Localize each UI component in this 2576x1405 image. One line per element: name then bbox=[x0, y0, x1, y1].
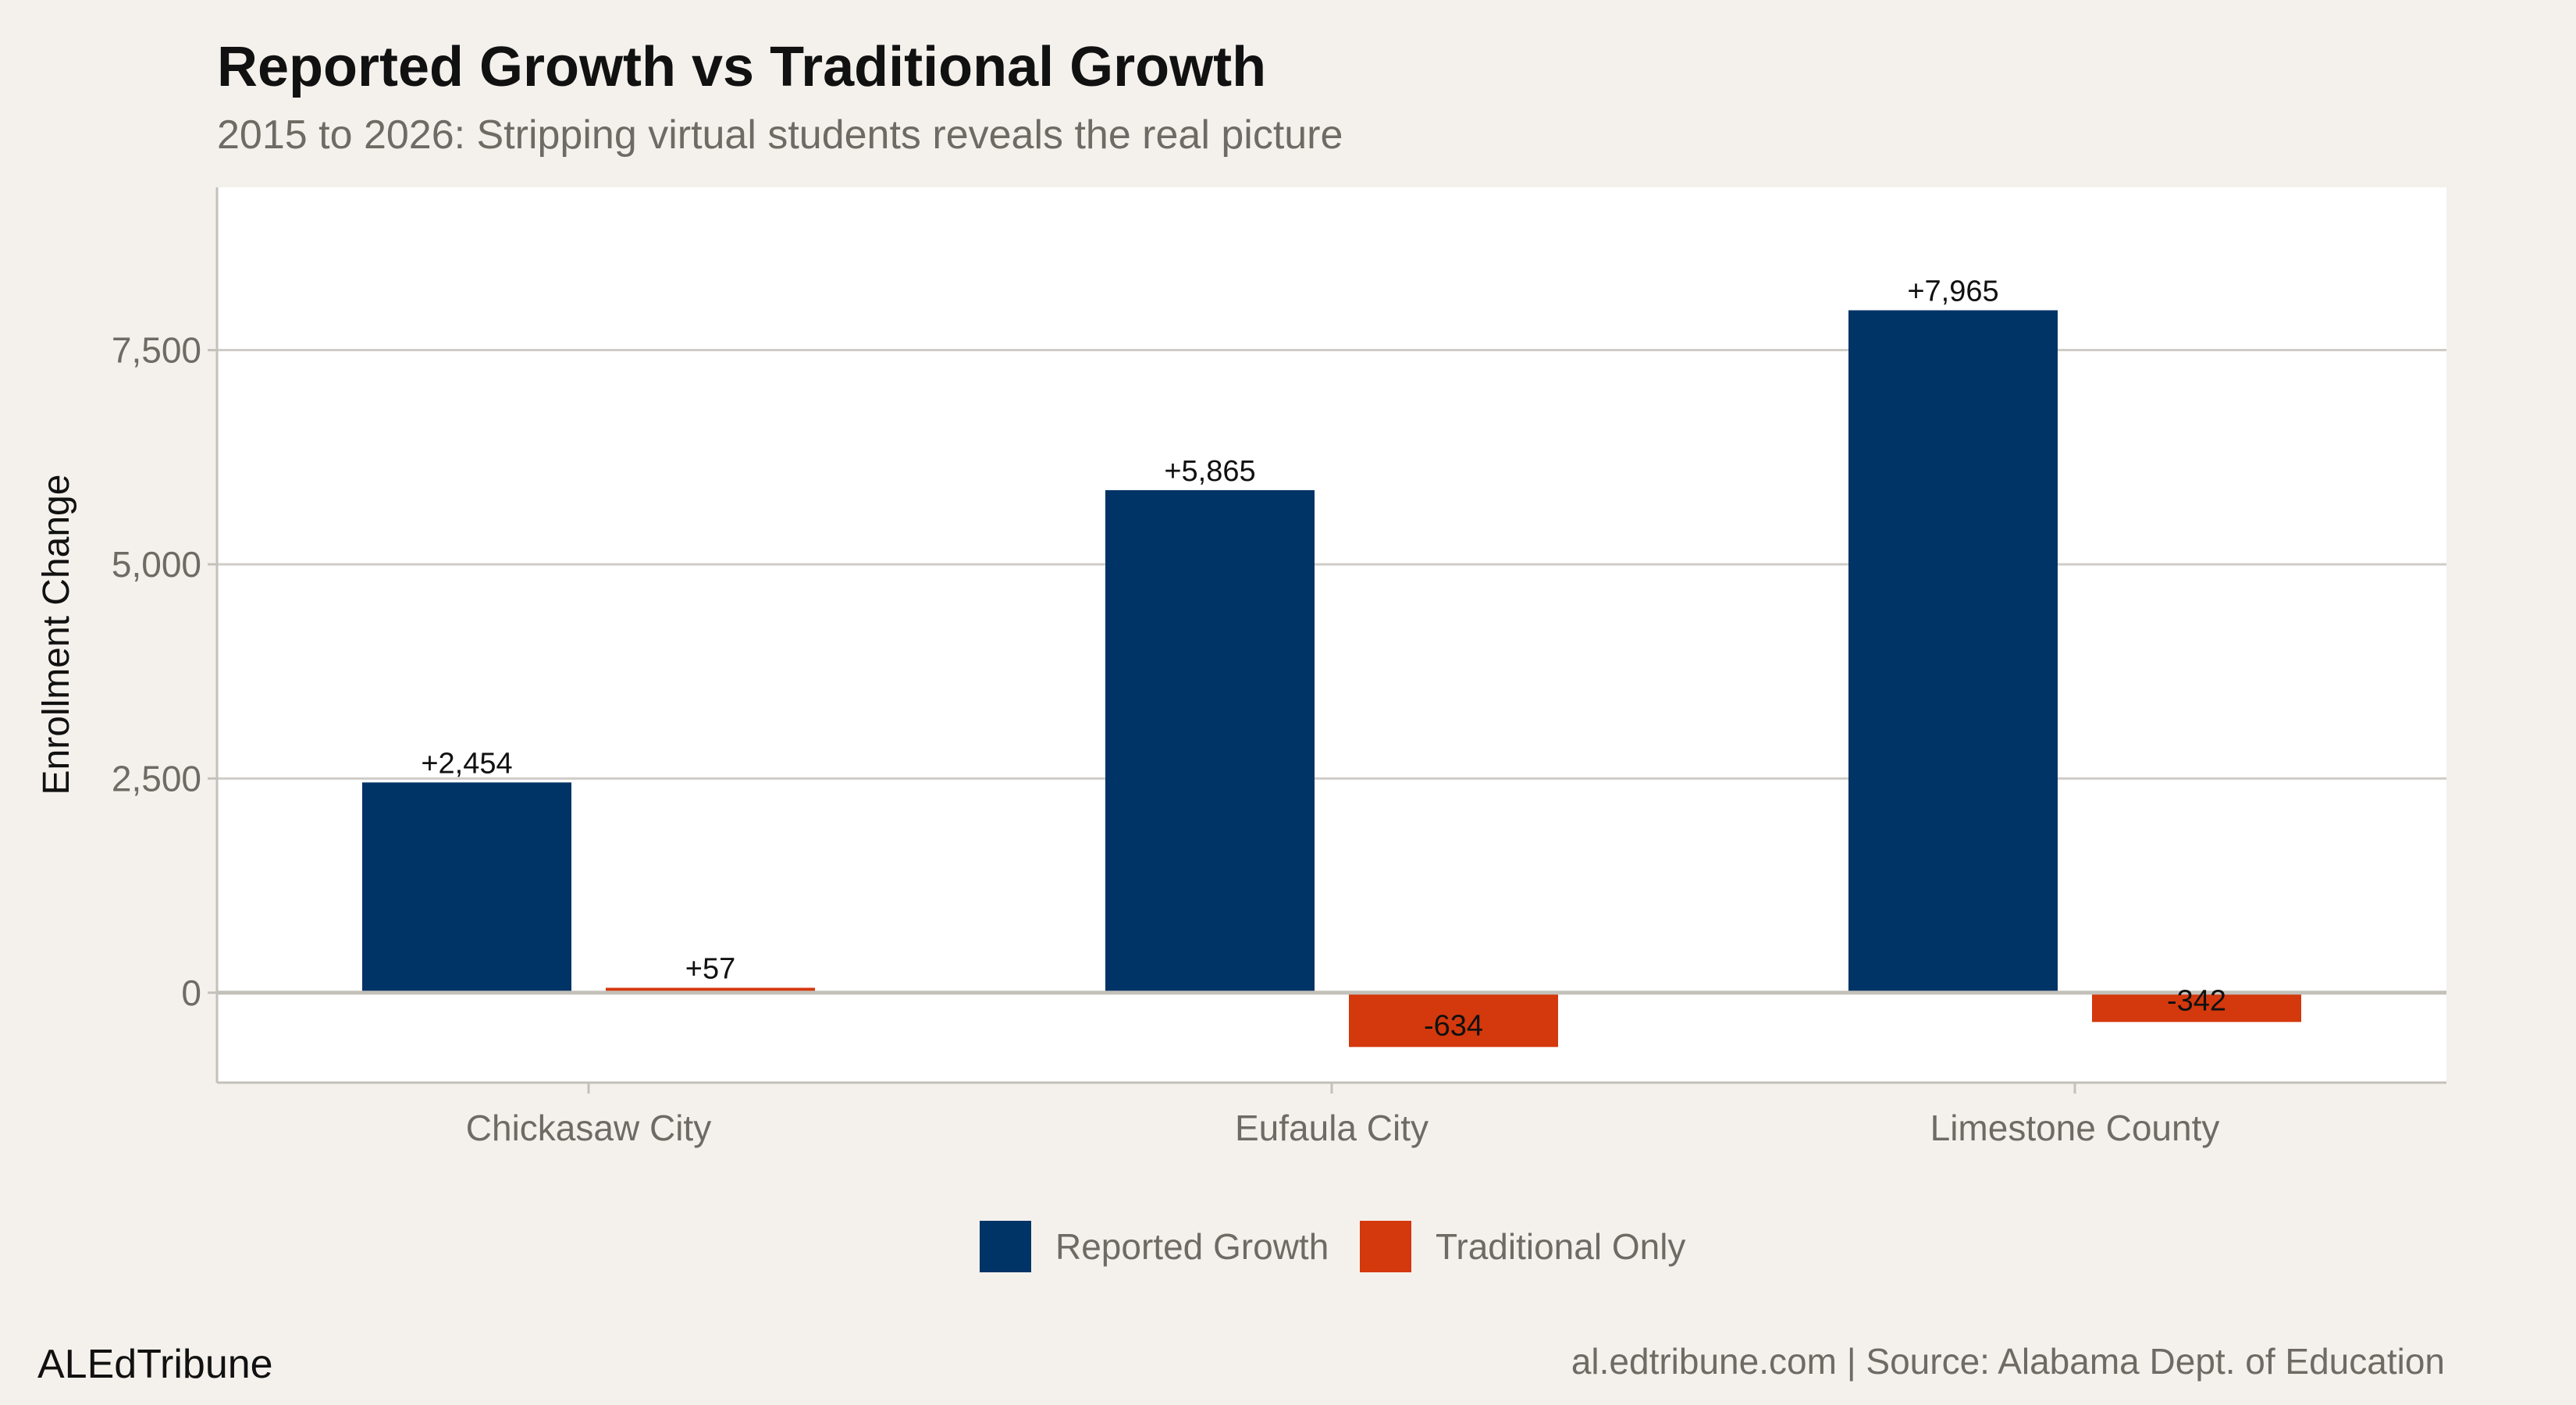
x-tick-label: Limestone County bbox=[1930, 1108, 2220, 1148]
chart-subtitle: 2015 to 2026: Stripping virtual students… bbox=[217, 112, 1343, 158]
bars bbox=[362, 310, 2301, 1048]
brand-name: ALEdTribune bbox=[37, 1342, 273, 1387]
y-tick-label: 2,500 bbox=[112, 758, 201, 799]
y-tick-label: 5,000 bbox=[112, 544, 201, 585]
bar bbox=[362, 782, 571, 993]
data-label: -634 bbox=[1424, 1009, 1483, 1042]
y-axis-ticks: 0 2,500 5,000 7,500 bbox=[112, 330, 217, 1013]
grid-lines bbox=[217, 349, 2446, 780]
bar bbox=[1349, 992, 1558, 1048]
bar bbox=[1848, 310, 2058, 993]
chart-title: Reported Growth vs Traditional Growth bbox=[217, 36, 1266, 98]
legend: Reported Growth Traditional Only bbox=[980, 1221, 1685, 1272]
y-tick-label: 0 bbox=[181, 973, 201, 1013]
data-label: +57 bbox=[685, 952, 735, 985]
legend-swatch bbox=[980, 1221, 1031, 1272]
data-label: -342 bbox=[2167, 984, 2226, 1017]
data-label: +7,965 bbox=[1907, 276, 1998, 308]
source-note: al.edtribune.com | Source: Alabama Dept.… bbox=[1571, 1341, 2445, 1382]
y-axis-label: Enrollment Change bbox=[36, 475, 77, 795]
legend-label: Traditional Only bbox=[1436, 1226, 1685, 1267]
plot-panel bbox=[217, 187, 2446, 1083]
data-label: +2,454 bbox=[421, 747, 512, 780]
data-label: +5,865 bbox=[1164, 455, 1255, 488]
legend-label: Reported Growth bbox=[1055, 1226, 1329, 1267]
bar bbox=[2092, 992, 2301, 1023]
x-tick-label: Chickasaw City bbox=[466, 1108, 711, 1148]
bar bbox=[606, 987, 815, 993]
x-axis-ticks: Chickasaw City Eufaula City Limestone Coun… bbox=[466, 1083, 2220, 1148]
y-tick-label: 7,500 bbox=[112, 330, 201, 371]
data-labels: +2,454 +57 +5,865 -634 +7,965 -342 bbox=[421, 276, 2226, 1043]
x-tick-label: Eufaula City bbox=[1235, 1108, 1429, 1148]
legend-swatch bbox=[1360, 1221, 1411, 1272]
bar bbox=[1105, 490, 1315, 993]
